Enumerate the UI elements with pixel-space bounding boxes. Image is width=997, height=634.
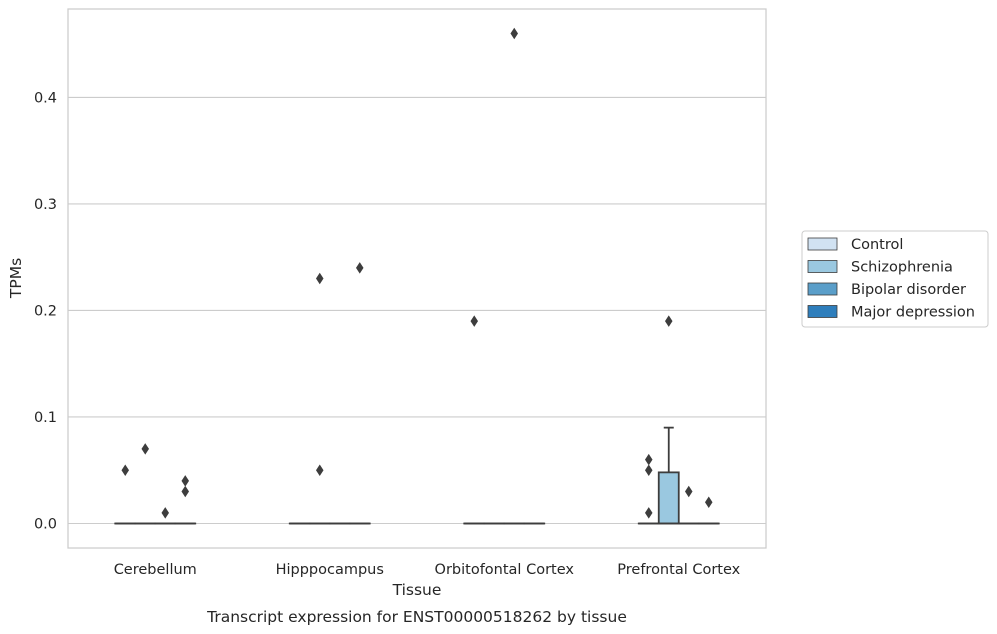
x-tick-labels: Cerebellum Hipppocampus Orbitofontal Corte… — [114, 562, 741, 578]
outlier-point — [141, 443, 150, 455]
outlier-point — [181, 475, 190, 487]
y-axis-title: TPMs — [7, 258, 25, 299]
outlier-point — [644, 464, 653, 476]
legend-swatch — [807, 305, 838, 318]
outlier-point — [315, 464, 324, 476]
outlier-point — [181, 485, 190, 498]
legend-frame — [801, 230, 989, 328]
outlier-point — [664, 315, 673, 327]
y-tick-label: 0.4 — [34, 90, 57, 106]
box-body — [657, 471, 680, 525]
series-major-depression — [174, 262, 720, 525]
x-tick-label: Hipppocampus — [276, 562, 384, 578]
plot-frame — [67, 8, 767, 549]
x-axis-title: Tissue — [392, 581, 442, 599]
y-tick-label: 0.0 — [34, 517, 57, 533]
outlier-point — [315, 272, 324, 285]
outlier-point — [684, 485, 693, 498]
outlier-point — [644, 453, 653, 466]
series-bipolar-disorder — [154, 27, 700, 525]
legend-label: Major depression — [851, 305, 975, 321]
x-tick-label: Orbitofontal Cortex — [435, 562, 575, 578]
legend-label: Bipolar disorder — [851, 282, 966, 298]
series-control — [114, 315, 660, 525]
outlier-point — [161, 507, 170, 519]
box-plot-marks — [114, 27, 720, 525]
y-tick-label: 0.1 — [34, 410, 57, 426]
legend-label: Control — [851, 237, 903, 253]
legend-swatch — [807, 260, 838, 273]
chart-caption: Transcript expression for ENST0000051826… — [206, 608, 627, 626]
legend-swatch — [807, 237, 838, 251]
series-schizophrenia — [134, 272, 680, 525]
y-tick-label: 0.3 — [34, 197, 57, 213]
legend: Control Schizophrenia Bipolar disorder Majo… — [801, 230, 989, 328]
x-tick-label: Prefrontal Cortex — [617, 562, 740, 578]
legend-swatch — [807, 282, 838, 296]
legend-label: Schizophrenia — [851, 260, 953, 276]
grid-lines — [68, 96, 766, 525]
outlier-point — [644, 507, 653, 519]
outlier-point — [355, 262, 364, 274]
outlier-point — [470, 315, 479, 327]
y-tick-label: 0.2 — [34, 303, 57, 319]
x-tick-label: Cerebellum — [114, 562, 197, 578]
outlier-point — [704, 496, 713, 508]
y-tick-labels: 0.0 0.1 0.2 0.3 0.4 — [34, 90, 57, 532]
outlier-point — [121, 464, 130, 476]
outlier-point — [510, 27, 519, 40]
